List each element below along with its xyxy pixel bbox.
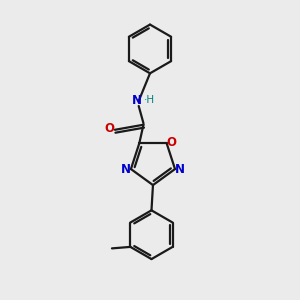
Text: O: O (105, 122, 115, 135)
Text: N: N (132, 94, 142, 107)
Text: O: O (167, 136, 177, 149)
Text: ·H: ·H (143, 95, 155, 105)
Text: N: N (121, 163, 130, 176)
Text: N: N (176, 163, 185, 176)
